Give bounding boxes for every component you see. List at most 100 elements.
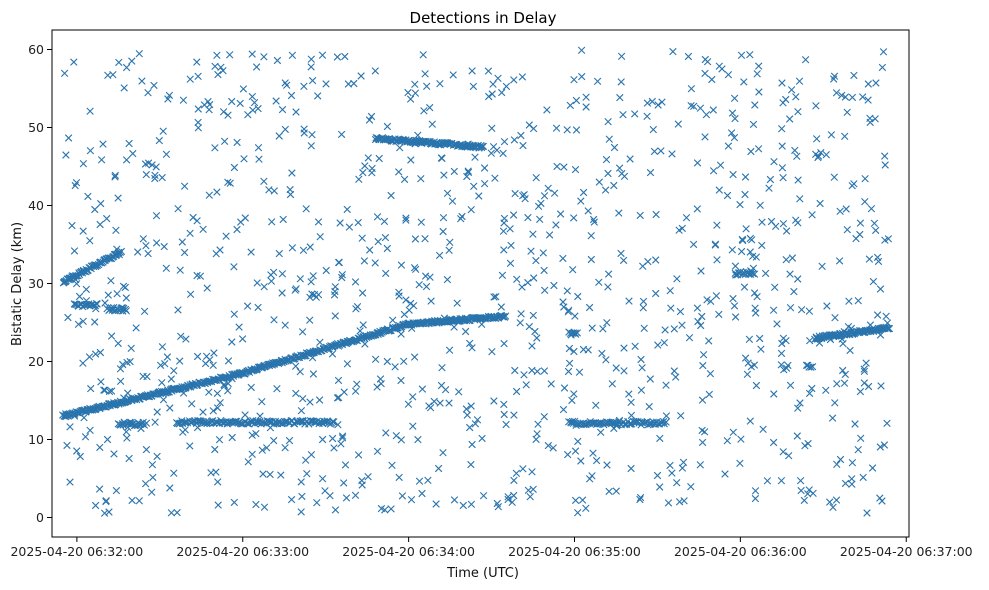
detection-point bbox=[308, 354, 317, 362]
detection-point bbox=[186, 229, 194, 237]
detection-point bbox=[779, 448, 787, 456]
detection-point bbox=[210, 349, 218, 357]
detection-point bbox=[612, 364, 620, 372]
detection-point bbox=[344, 80, 353, 88]
detection-point bbox=[697, 267, 705, 275]
detection-point bbox=[752, 381, 761, 390]
detection-point bbox=[75, 292, 84, 301]
detection-point bbox=[468, 67, 476, 75]
detection-point bbox=[211, 144, 219, 152]
detection-point bbox=[808, 363, 817, 371]
detection-point bbox=[467, 402, 475, 410]
detection-point bbox=[93, 300, 101, 308]
detection-point bbox=[123, 358, 131, 367]
detection-point bbox=[827, 131, 836, 139]
detection-point bbox=[79, 160, 88, 168]
detection-point bbox=[455, 388, 463, 396]
detection-point bbox=[754, 145, 763, 153]
detection-point bbox=[693, 205, 701, 213]
detection-point bbox=[358, 476, 366, 485]
detection-point bbox=[122, 63, 131, 72]
detection-point bbox=[457, 215, 465, 223]
detection-point bbox=[637, 355, 645, 364]
detection-point bbox=[497, 303, 505, 311]
detection-point bbox=[572, 421, 580, 429]
detection-point bbox=[680, 497, 688, 505]
detection-point bbox=[230, 310, 238, 318]
detection-point bbox=[572, 126, 581, 134]
detection-point bbox=[843, 108, 851, 116]
detection-point bbox=[701, 133, 709, 141]
detection-point bbox=[806, 337, 814, 345]
detection-point bbox=[491, 174, 499, 182]
detection-point bbox=[693, 159, 702, 167]
detection-point bbox=[166, 484, 174, 492]
detection-point bbox=[443, 275, 452, 284]
detection-point bbox=[288, 51, 297, 59]
detection-point bbox=[395, 288, 403, 296]
detection-point bbox=[432, 500, 440, 508]
detection-point bbox=[137, 424, 145, 433]
detection-point bbox=[203, 419, 212, 427]
detection-point bbox=[165, 91, 174, 100]
detection-point bbox=[271, 417, 280, 425]
detection-point bbox=[62, 151, 70, 159]
detection-point bbox=[603, 461, 611, 469]
detection-point bbox=[881, 152, 889, 160]
detection-point bbox=[469, 143, 477, 151]
detection-point bbox=[199, 225, 207, 233]
detection-point bbox=[552, 221, 560, 229]
detection-point bbox=[675, 498, 684, 506]
detection-point bbox=[796, 477, 805, 485]
detection-point bbox=[371, 67, 379, 75]
detection-point bbox=[286, 190, 295, 199]
detection-point bbox=[697, 321, 705, 330]
detection-point bbox=[866, 321, 875, 329]
detection-point bbox=[728, 109, 737, 117]
detection-point bbox=[662, 381, 670, 389]
detection-point bbox=[848, 475, 856, 483]
detection-point bbox=[144, 249, 152, 258]
detection-point bbox=[163, 353, 172, 361]
detection-point bbox=[608, 380, 616, 388]
detection-point bbox=[666, 461, 674, 470]
detection-point bbox=[617, 249, 625, 258]
detection-point bbox=[335, 258, 343, 267]
detection-point bbox=[656, 483, 664, 491]
detection-point bbox=[577, 457, 585, 465]
detection-point bbox=[151, 418, 159, 426]
detection-point bbox=[777, 477, 786, 485]
detection-point bbox=[214, 70, 222, 79]
detection-point bbox=[662, 418, 670, 426]
detection-point bbox=[666, 287, 674, 295]
detection-point bbox=[466, 423, 474, 432]
detection-point bbox=[519, 192, 527, 200]
detection-point bbox=[220, 382, 229, 390]
detection-point bbox=[159, 396, 168, 404]
detection-point bbox=[778, 142, 786, 150]
detection-point bbox=[617, 52, 626, 60]
detection-point bbox=[334, 421, 342, 429]
y-tick-label: 20 bbox=[28, 354, 44, 369]
detection-point bbox=[356, 327, 364, 335]
detection-point bbox=[826, 498, 834, 506]
detection-point bbox=[144, 159, 153, 167]
detection-point bbox=[610, 143, 619, 152]
detection-point bbox=[331, 506, 340, 514]
detection-point bbox=[664, 499, 673, 507]
detection-point bbox=[712, 292, 721, 300]
detection-point bbox=[564, 450, 572, 459]
detection-point bbox=[677, 412, 685, 420]
detection-point bbox=[696, 461, 704, 469]
detection-point bbox=[125, 139, 133, 148]
detection-point bbox=[194, 118, 202, 127]
detection-point bbox=[823, 302, 831, 310]
detection-point bbox=[841, 132, 849, 140]
detection-point bbox=[662, 412, 671, 420]
detection-point bbox=[220, 380, 228, 389]
detection-point bbox=[253, 279, 261, 287]
detection-point bbox=[243, 302, 252, 310]
detection-point bbox=[205, 388, 213, 396]
detection-point bbox=[620, 172, 629, 180]
detection-point bbox=[565, 344, 574, 353]
